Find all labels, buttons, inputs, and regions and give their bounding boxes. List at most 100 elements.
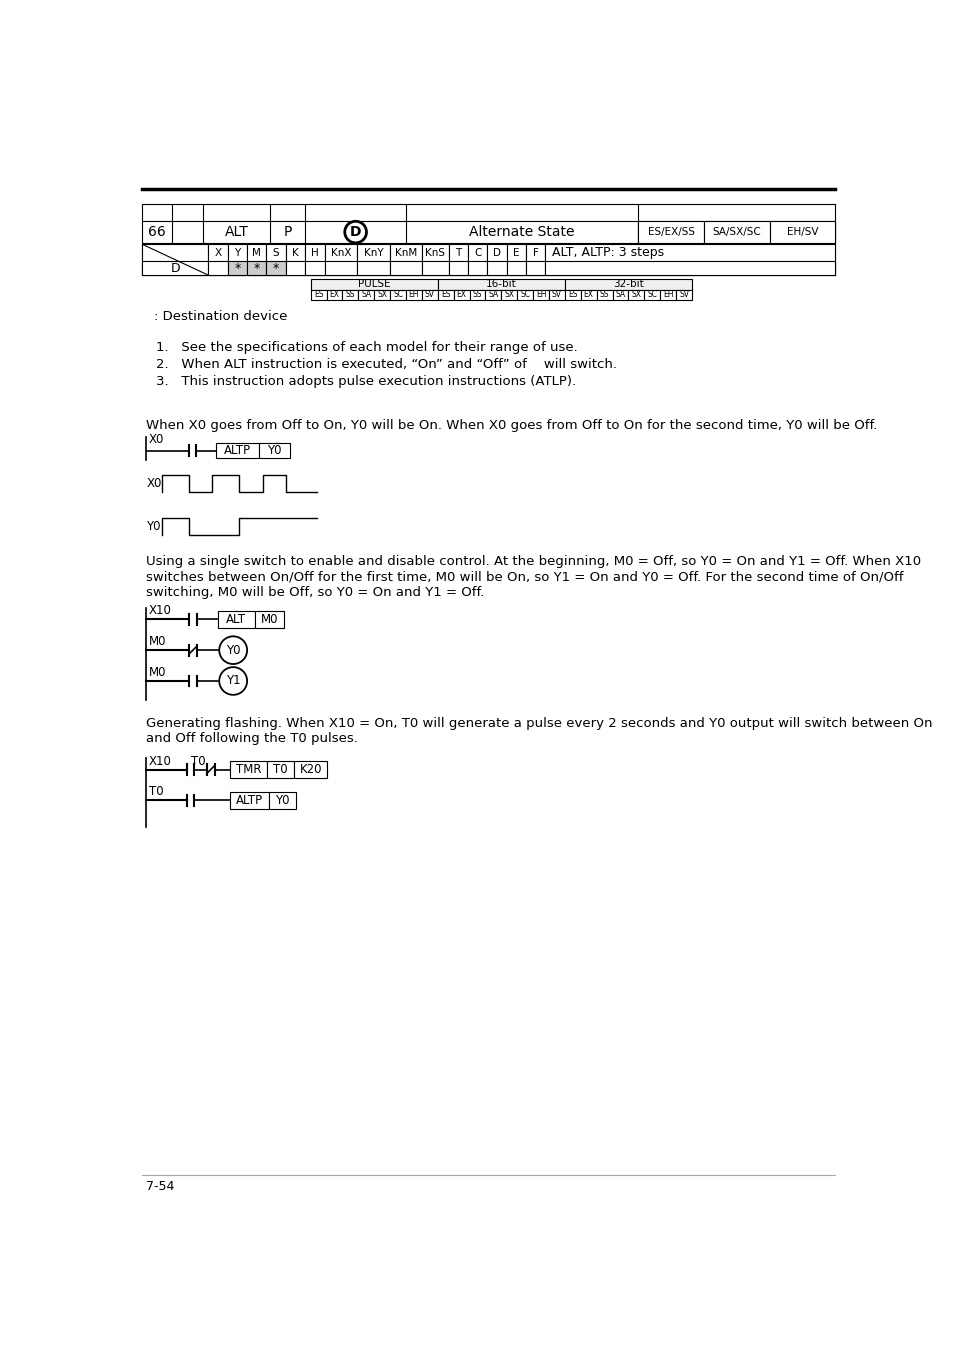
Bar: [548, 290, 564, 300]
Bar: [142, 244, 835, 275]
Text: Y1: Y1: [226, 675, 240, 687]
Text: F: F: [533, 248, 538, 258]
Bar: [311, 290, 326, 300]
Text: ALT: ALT: [225, 225, 249, 239]
Circle shape: [219, 667, 247, 695]
Bar: [356, 262, 390, 275]
Bar: [142, 244, 208, 275]
Text: ALT: ALT: [226, 613, 246, 626]
Text: SA: SA: [361, 290, 371, 300]
Text: EH: EH: [536, 290, 546, 300]
Bar: [358, 290, 374, 300]
Text: Y0: Y0: [226, 644, 240, 656]
Text: *: *: [253, 262, 259, 275]
Text: ES: ES: [314, 290, 323, 300]
Text: ES: ES: [567, 290, 577, 300]
Circle shape: [344, 221, 366, 243]
Bar: [230, 792, 269, 809]
Text: EX: EX: [329, 290, 339, 300]
Bar: [228, 262, 247, 275]
Bar: [269, 792, 295, 809]
Bar: [643, 290, 659, 300]
Bar: [208, 244, 228, 275]
Text: D: D: [493, 248, 500, 258]
Bar: [422, 244, 448, 275]
Bar: [324, 244, 356, 275]
Text: KnS: KnS: [425, 248, 445, 258]
Bar: [676, 290, 691, 300]
Bar: [638, 221, 703, 243]
Text: *: *: [273, 262, 279, 275]
Text: M0: M0: [149, 666, 166, 679]
Bar: [216, 443, 258, 459]
Text: SC: SC: [519, 290, 530, 300]
Text: KnX: KnX: [331, 248, 351, 258]
Bar: [638, 221, 835, 243]
Text: Y0: Y0: [274, 794, 289, 807]
Bar: [228, 244, 247, 275]
Text: ES/EX/SS: ES/EX/SS: [647, 227, 694, 238]
Bar: [703, 221, 769, 243]
Text: EH: EH: [408, 290, 418, 300]
Bar: [142, 204, 835, 243]
Bar: [217, 612, 254, 628]
Bar: [286, 244, 305, 275]
Text: S: S: [273, 248, 279, 258]
Bar: [769, 221, 835, 243]
Bar: [356, 244, 390, 275]
Bar: [506, 262, 525, 275]
Text: EH/SV: EH/SV: [786, 227, 818, 238]
Bar: [596, 290, 612, 300]
Text: 3.   This instruction adopts pulse execution instructions (ATLP).: 3. This instruction adopts pulse executi…: [156, 375, 576, 387]
Text: 7-54: 7-54: [146, 1180, 174, 1192]
Text: SA: SA: [488, 290, 497, 300]
Text: : Destination device: : Destination device: [154, 310, 287, 323]
Bar: [374, 290, 390, 300]
Text: T: T: [455, 248, 461, 258]
Text: SA/SX/SC: SA/SX/SC: [712, 227, 760, 238]
Bar: [390, 262, 422, 275]
Text: SV: SV: [424, 290, 435, 300]
Text: SS: SS: [345, 290, 355, 300]
Bar: [422, 262, 448, 275]
Bar: [628, 290, 643, 300]
Text: ALT, ALTP: 3 steps: ALT, ALTP: 3 steps: [551, 246, 663, 259]
Text: switching, M0 will be Off, so Y0 = On and Y1 = Off.: switching, M0 will be Off, so Y0 = On an…: [146, 586, 484, 599]
Bar: [311, 279, 437, 290]
Text: EX: EX: [456, 290, 466, 300]
Text: K20: K20: [299, 763, 321, 776]
Text: T0: T0: [192, 755, 206, 768]
Text: K: K: [292, 248, 298, 258]
Text: switches between On/Off for the first time, M0 will be On, so Y1 = On and Y0 = O: switches between On/Off for the first ti…: [146, 571, 902, 583]
Bar: [506, 244, 525, 275]
Text: PULSE: PULSE: [357, 279, 390, 289]
Text: X10: X10: [149, 755, 172, 768]
Bar: [517, 290, 533, 300]
Text: 1.   See the specifications of each model for their range of use.: 1. See the specifications of each model …: [156, 342, 578, 354]
Text: *: *: [234, 262, 240, 275]
Text: SX: SX: [376, 290, 387, 300]
Bar: [487, 262, 506, 275]
Bar: [437, 279, 564, 290]
Bar: [247, 262, 266, 275]
Text: T0: T0: [273, 763, 288, 776]
Bar: [267, 761, 294, 778]
Text: ES: ES: [440, 290, 450, 300]
Bar: [564, 290, 580, 300]
Text: SV: SV: [552, 290, 561, 300]
Text: D: D: [171, 262, 180, 275]
Bar: [266, 262, 286, 275]
Bar: [580, 290, 596, 300]
Text: X: X: [214, 248, 221, 258]
Bar: [612, 290, 628, 300]
Text: P: P: [283, 225, 292, 239]
Text: SS: SS: [473, 290, 481, 300]
Bar: [208, 262, 228, 275]
Bar: [468, 244, 487, 275]
Text: SC: SC: [646, 290, 657, 300]
Bar: [421, 290, 437, 300]
Text: X10: X10: [149, 605, 172, 617]
Bar: [525, 244, 545, 275]
Bar: [545, 262, 835, 275]
Text: E: E: [513, 248, 519, 258]
